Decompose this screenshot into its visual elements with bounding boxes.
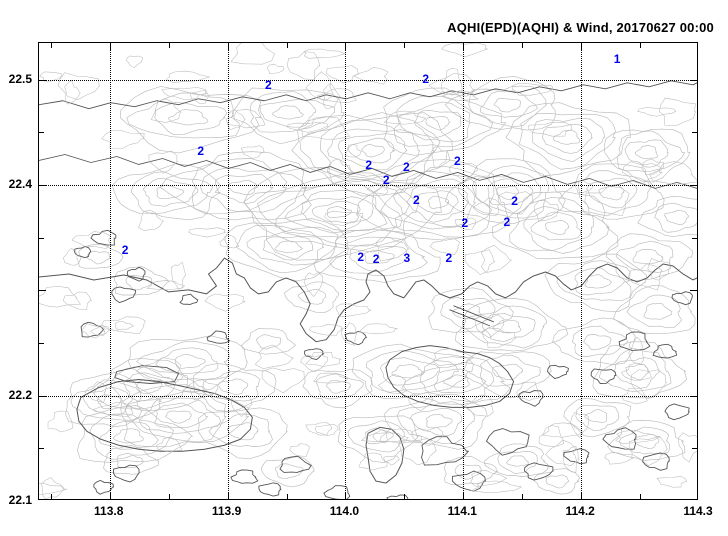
ytick-major-22.3 [39,290,46,292]
aqhi-value-label: 2 [445,251,453,266]
xtick-major-114.1 [463,492,465,499]
xtick-minor-114.15 [522,494,524,499]
gridline-vertical-114.1 [463,43,465,499]
xtick-minor-114.05 [404,494,406,499]
xtick-major-114.2 [581,492,583,499]
gridline-vertical-113.8 [109,43,111,499]
xtick-minor-top-114.05 [404,43,406,48]
ytick-minor-22.35 [39,237,44,239]
gridline-horizontal-22.5 [39,79,697,81]
aqhi-value-label: 3 [403,251,411,266]
aqhi-value-label: 1 [613,52,621,67]
y-tick-label-22.2: 22.2 [8,387,32,402]
xtick-top-113.9 [227,43,229,50]
xtick-top-114.0 [345,43,347,50]
y-tick-label-22.1: 22.1 [8,493,32,507]
ytick-minor-right-22.25 [692,343,697,345]
chart-title: AQHI(EPD)(AQHI) & Wind, 20170627 00:00 [447,20,714,35]
ytick-right-22.2 [690,395,697,397]
gridline-vertical-114.0 [345,43,347,499]
xtick-minor-top-113.95 [286,43,288,48]
ytick-minor-right-22.35 [692,237,697,239]
aqhi-value-label: 2 [503,215,511,230]
xtick-minor-113.75 [50,494,52,499]
aqhi-value-label: 2 [197,144,205,159]
xtick-minor-top-113.85 [168,43,170,48]
xtick-minor-113.95 [286,494,288,499]
aqhi-value-label: 2 [265,78,272,93]
gridline-horizontal-22.4 [39,185,697,187]
xtick-minor-top-113.75 [50,43,52,48]
aqhi-value-label: 2 [454,154,461,169]
aqhi-value-label: 2 [403,159,410,174]
aqhi-value-label: 2 [461,216,469,231]
gridline-vertical-113.9 [227,43,229,499]
xtick-major-114.0 [345,492,347,499]
ytick-major-22.2 [39,395,46,397]
ytick-major-22.5 [39,79,46,81]
xtick-top-114.1 [463,43,465,50]
xtick-major-113.8 [109,492,111,499]
xtick-top-114.2 [581,43,583,50]
y-tick-label-22.4: 22.4 [8,177,32,192]
ytick-minor-right-22.45 [692,132,697,134]
aqhi-value-label: 2 [121,242,129,257]
aqhi-value-label: 2 [365,158,373,173]
x-tick-label-114.3: 114.3 [683,504,713,518]
y-tick-label-22.5: 22.5 [8,71,32,86]
ytick-right-22.4 [690,185,697,187]
ytick-right-22.5 [690,79,697,81]
ytick-major-22.4 [39,185,46,187]
x-tick-label-114.2: 114.2 [565,504,595,518]
xtick-minor-113.85 [168,494,170,499]
ytick-minor-22.25 [39,343,44,345]
aqhi-value-label: 2 [511,194,518,209]
aqhi-value-label: 2 [422,72,430,87]
x-tick-label-114.0: 114.0 [329,504,360,518]
aqhi-value-label: 2 [357,250,365,265]
aqhi-value-label: 2 [413,193,420,208]
xtick-minor-top-114.25 [640,43,642,48]
xtick-minor-top-114.15 [522,43,524,48]
ytick-right-22.3 [690,290,697,292]
aqhi-value-label: 2 [382,173,390,188]
gridline-horizontal-22.2 [39,395,697,397]
x-tick-label-114.1: 114.1 [447,504,477,518]
ytick-minor-right-22.15 [692,448,697,450]
x-tick-label-113.8: 113.8 [94,504,124,518]
xtick-top-113.8 [109,43,111,50]
ytick-minor-22.15 [39,448,44,450]
xtick-minor-114.25 [640,494,642,499]
xtick-major-113.9 [227,492,229,499]
ytick-minor-22.45 [39,132,44,134]
aqhi-value-label: 2 [372,252,380,267]
gridline-vertical-114.2 [581,43,583,499]
basemap-canvas [39,43,697,499]
x-tick-label-113.9: 113.9 [211,504,242,518]
